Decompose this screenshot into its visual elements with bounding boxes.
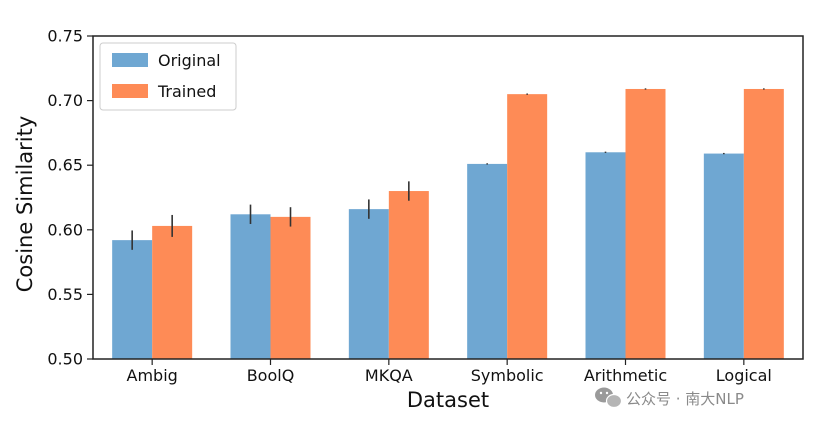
x-axis: Ambig BoolQ MKQA Symbolic Arithmetic Logical: [127, 359, 772, 385]
y-tick-label: 0.60: [47, 220, 83, 239]
x-axis-title: Dataset: [407, 388, 489, 412]
y-tick-label: 0.50: [47, 350, 83, 369]
bar-trained-boolq: [270, 216, 311, 359]
x-tick-label: MKQA: [365, 366, 413, 385]
watermark: 公众号 · 南大NLP: [595, 387, 744, 409]
x-tick-label: Ambig: [127, 366, 178, 385]
bar-original-symbolic: [467, 163, 508, 359]
legend-label-original: Original: [158, 51, 221, 70]
bars-layer: [112, 88, 784, 360]
bar-trained-symbolic: [507, 94, 548, 359]
bar-trained-ambig: [152, 225, 193, 359]
legend: Original Trained: [99, 42, 237, 111]
y-axis: 0.50 0.55 0.60 0.65 0.70 0.75: [47, 27, 93, 369]
bar-trained-mkqa: [388, 191, 429, 359]
y-tick-label: 0.70: [47, 91, 83, 110]
bar-original-arithmetic: [585, 152, 626, 359]
legend-swatch-trained: [112, 84, 148, 98]
legend-label-trained: Trained: [157, 82, 216, 101]
y-tick-label: 0.75: [47, 27, 83, 46]
bar-original-mkqa: [348, 209, 389, 359]
y-axis-title: Cosine Similarity: [13, 116, 37, 292]
watermark-text: 公众号 · 南大NLP: [626, 390, 744, 408]
bar-trained-logical: [743, 88, 784, 360]
bar-original-boolq: [230, 214, 271, 359]
legend-swatch-original: [112, 53, 148, 67]
bar-trained-arithmetic: [625, 88, 666, 360]
x-tick-label: Logical: [716, 366, 772, 385]
x-tick-label: Arithmetic: [584, 366, 667, 385]
x-tick-label: BoolQ: [247, 366, 295, 385]
x-tick-label: Symbolic: [471, 366, 544, 385]
error-bars-layer: [131, 88, 765, 250]
bar-original-ambig: [112, 240, 153, 359]
bar-original-logical: [703, 153, 744, 359]
y-tick-label: 0.65: [47, 156, 83, 175]
wechat-icon: [595, 387, 623, 409]
plot-frame: [92, 35, 804, 360]
y-tick-label: 0.55: [47, 285, 83, 304]
